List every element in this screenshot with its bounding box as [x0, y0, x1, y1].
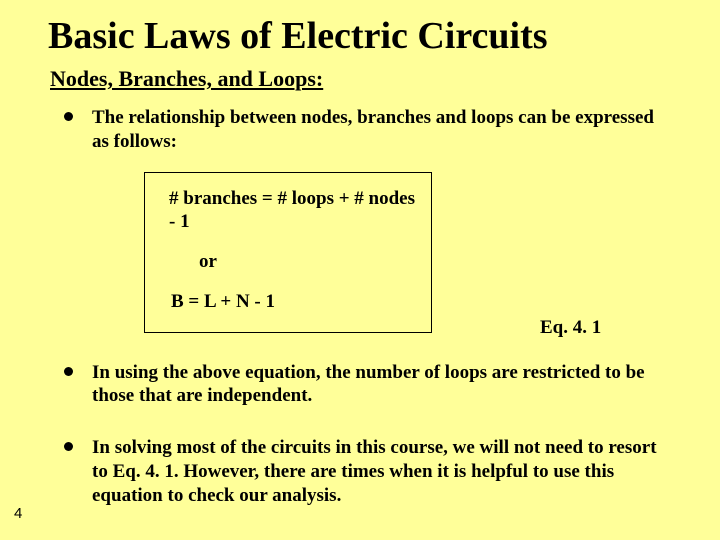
bullet-text: In solving most of the circuits in this … — [92, 437, 657, 506]
page-title: Basic Laws of Electric Circuits — [0, 0, 720, 66]
list-item: In using the above equation, the number … — [92, 361, 664, 409]
bullet-text: The relationship between nodes, branches… — [92, 107, 654, 152]
formula-or: or — [199, 250, 423, 274]
bullet-list: The relationship between nodes, branches… — [0, 106, 720, 507]
formula-line-branches: # branches = # loops + # nodes - 1 — [169, 187, 423, 235]
list-item: In solving most of the circuits in this … — [92, 436, 664, 507]
page-subtitle: Nodes, Branches, and Loops: — [0, 66, 720, 106]
formula-box: # branches = # loops + # nodes - 1 or B … — [144, 172, 432, 333]
page-number: 4 — [14, 505, 22, 522]
equation-label: Eq. 4. 1 — [540, 317, 601, 339]
bullet-text: In using the above equation, the number … — [92, 362, 645, 407]
formula-line-bln: B = L + N - 1 — [171, 290, 423, 314]
list-item: The relationship between nodes, branches… — [92, 106, 664, 333]
slide: Basic Laws of Electric Circuits Nodes, B… — [0, 0, 720, 540]
